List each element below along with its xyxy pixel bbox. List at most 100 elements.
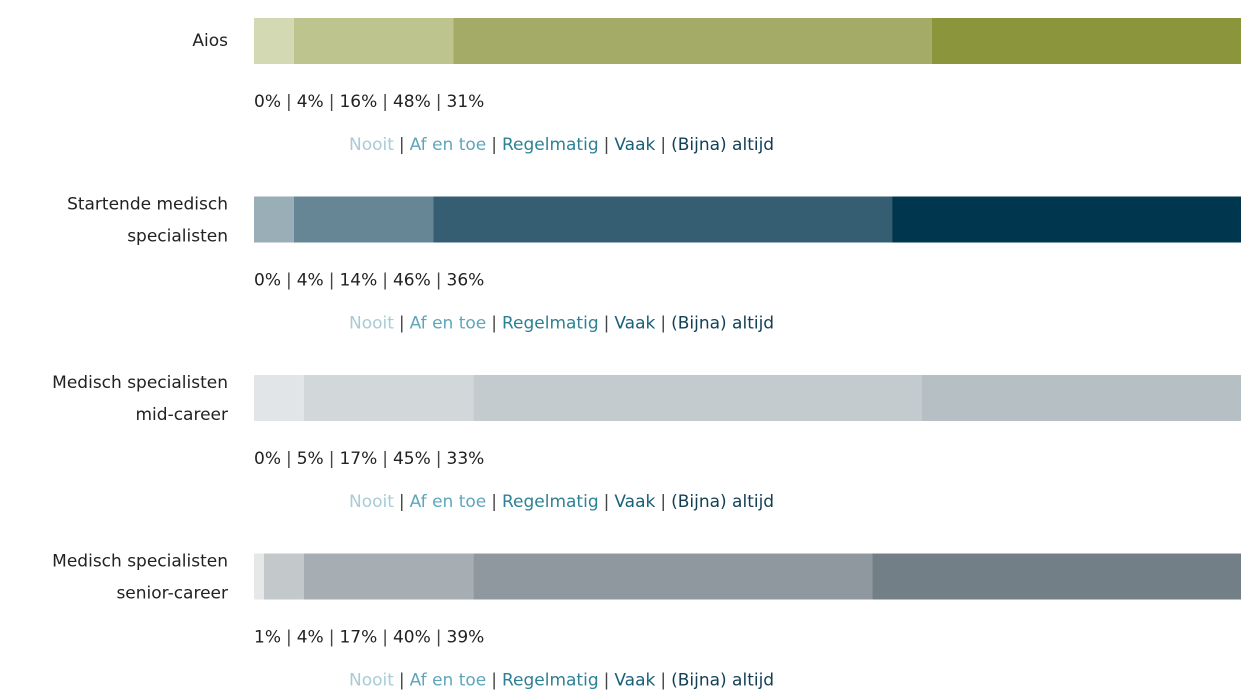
value-labels: 1% | 4% | 17% | 40% | 39%: [254, 628, 484, 648]
value-label: 0%: [254, 92, 281, 112]
legend-entry: Nooit: [349, 671, 394, 691]
separator: |: [491, 671, 497, 691]
legend-entry: (Bijna) altijd: [671, 671, 774, 691]
value-label: 0%: [254, 449, 281, 469]
separator: |: [286, 628, 292, 648]
bar-segment: [892, 196, 1241, 243]
separator: |: [436, 92, 442, 112]
bar-segment: [433, 196, 893, 243]
separator: |: [491, 492, 497, 512]
value-labels: 0% | 4% | 16% | 48% | 31%: [254, 92, 484, 112]
legend: Nooit | Af en toe | Regelmatig | Vaak | (Bijna) …: [349, 492, 774, 512]
value-label: 4%: [297, 271, 324, 291]
bar-segment: [303, 553, 474, 600]
legend-entry: Regelmatig: [502, 671, 599, 691]
separator: |: [604, 671, 610, 691]
value-label: 31%: [447, 92, 485, 112]
bar-segment: [473, 553, 873, 600]
category-label: Startende medisch: [67, 195, 228, 215]
legend-entry: Nooit: [349, 492, 394, 512]
value-label: 17%: [339, 449, 377, 469]
value-label: 45%: [393, 449, 431, 469]
legend-entry: Regelmatig: [502, 492, 599, 512]
value-label: 14%: [339, 271, 377, 291]
legend: Nooit | Af en toe | Regelmatig | Vaak | (Bijna) …: [349, 314, 774, 334]
legend-entry: Nooit: [349, 314, 394, 334]
bar-segment: [921, 375, 1241, 421]
separator: |: [382, 449, 388, 469]
legend-entry: Vaak: [614, 314, 655, 334]
legend-entry: (Bijna) altijd: [671, 135, 774, 155]
value-labels: 0% | 5% | 17% | 45% | 33%: [254, 449, 484, 469]
bar-segment: [254, 18, 294, 64]
separator: |: [286, 92, 292, 112]
value-label: 17%: [339, 628, 377, 648]
legend: Nooit | Af en toe | Regelmatig | Vaak | (Bijna) …: [349, 135, 774, 155]
legend-entry: Af en toe: [410, 135, 487, 155]
separator: |: [660, 671, 666, 691]
legend: Nooit | Af en toe | Regelmatig | Vaak | (Bijna) …: [349, 671, 774, 691]
separator: |: [399, 314, 405, 334]
separator: |: [329, 628, 335, 648]
value-label: 33%: [447, 449, 485, 469]
legend-entry: Vaak: [614, 135, 655, 155]
value-label: 4%: [297, 92, 324, 112]
category-label: specialisten: [127, 227, 228, 247]
value-label: 4%: [297, 628, 324, 648]
legend-entry: (Bijna) altijd: [671, 492, 774, 512]
value-label: 1%: [254, 628, 281, 648]
bar-segment: [293, 196, 434, 243]
category-label: mid-career: [136, 405, 229, 425]
value-label: 39%: [447, 628, 485, 648]
value-label: 40%: [393, 628, 431, 648]
separator: |: [436, 449, 442, 469]
value-label: 16%: [339, 92, 377, 112]
separator: |: [399, 492, 405, 512]
category-label: senior-career: [116, 584, 228, 604]
separator: |: [399, 135, 405, 155]
separator: |: [436, 271, 442, 291]
bar-segment: [254, 553, 264, 600]
value-label: 48%: [393, 92, 431, 112]
legend-entry: Af en toe: [410, 314, 487, 334]
separator: |: [382, 628, 388, 648]
bar-segment: [293, 18, 454, 64]
legend-entry: Af en toe: [410, 671, 487, 691]
separator: |: [329, 271, 335, 291]
bar-segment: [872, 553, 1241, 600]
category-label: Medisch specialisten: [52, 552, 228, 572]
separator: |: [399, 671, 405, 691]
bar-segment: [473, 375, 922, 421]
legend-entry: Af en toe: [410, 492, 487, 512]
bar-segment: [303, 375, 474, 421]
separator: |: [286, 449, 292, 469]
legend-entry: Vaak: [614, 671, 655, 691]
separator: |: [660, 314, 666, 334]
separator: |: [604, 492, 610, 512]
separator: |: [436, 628, 442, 648]
legend-entry: Vaak: [614, 492, 655, 512]
bar-segment: [453, 18, 932, 64]
separator: |: [660, 135, 666, 155]
separator: |: [660, 492, 666, 512]
category-label: Aios: [192, 31, 228, 51]
bar-segment: [254, 196, 294, 243]
bar-segment: [931, 18, 1241, 64]
value-label: 46%: [393, 271, 431, 291]
separator: |: [491, 314, 497, 334]
separator: |: [604, 314, 610, 334]
separator: |: [329, 449, 335, 469]
category-label: Medisch specialisten: [52, 373, 228, 393]
value-label: 0%: [254, 271, 281, 291]
value-labels: 0% | 4% | 14% | 46% | 36%: [254, 271, 484, 291]
separator: |: [604, 135, 610, 155]
legend-entry: Nooit: [349, 135, 394, 155]
legend-entry: (Bijna) altijd: [671, 314, 774, 334]
bar-segment: [254, 375, 304, 421]
separator: |: [382, 92, 388, 112]
separator: |: [382, 271, 388, 291]
bar-segment: [263, 553, 304, 600]
separator: |: [286, 271, 292, 291]
value-label: 36%: [447, 271, 485, 291]
